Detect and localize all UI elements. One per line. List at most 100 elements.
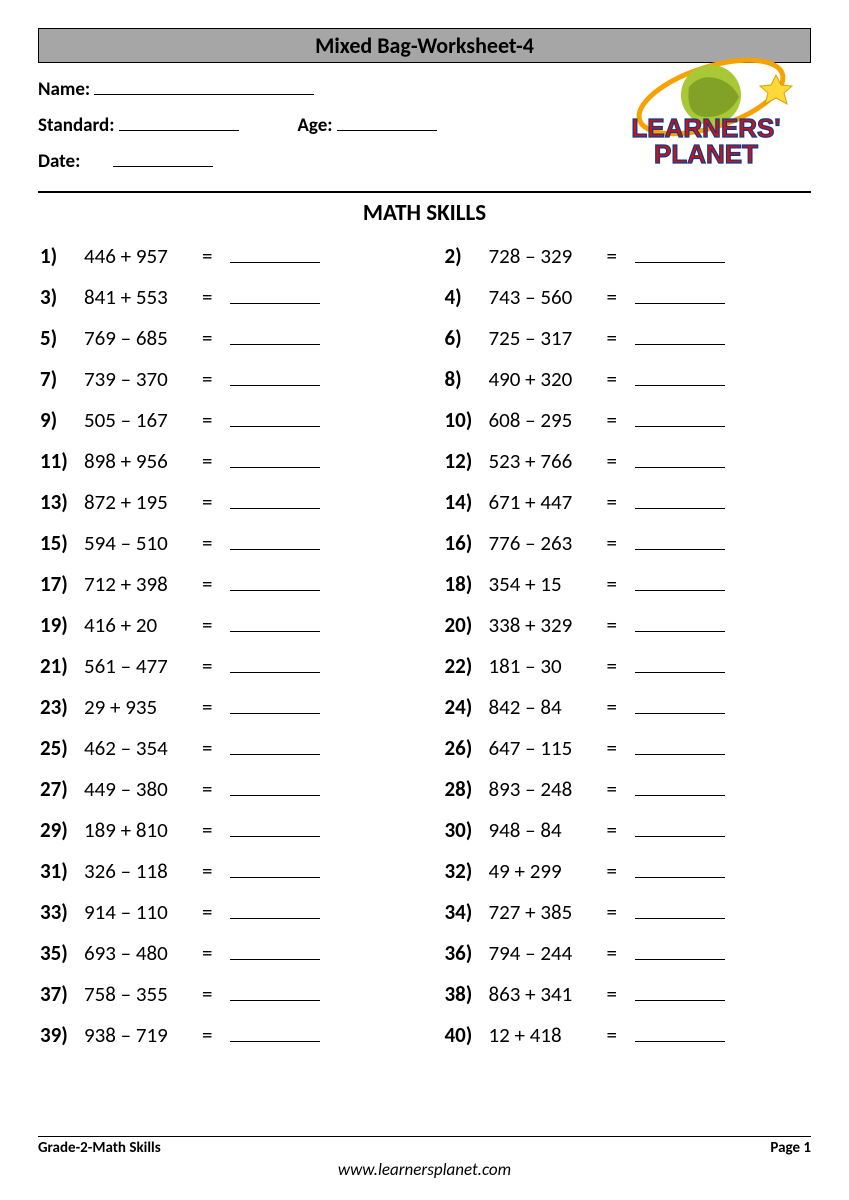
answer-blank[interactable] xyxy=(230,652,320,673)
answer-blank[interactable] xyxy=(635,693,725,714)
answer-blank[interactable] xyxy=(230,898,320,919)
problem-number: 27) xyxy=(40,776,84,802)
problem-number: 16) xyxy=(445,530,489,556)
answer-blank[interactable] xyxy=(230,1021,320,1042)
equals-sign: = xyxy=(202,366,230,392)
problem-number: 5) xyxy=(40,325,84,351)
problem-number: 19) xyxy=(40,612,84,638)
answer-blank[interactable] xyxy=(635,283,725,304)
problem-expression: 938 – 719 xyxy=(84,1022,202,1048)
answer-blank[interactable] xyxy=(635,1021,725,1042)
answer-blank[interactable] xyxy=(230,570,320,591)
equals-sign: = xyxy=(607,612,635,638)
problem-number: 3) xyxy=(40,284,84,310)
problem-number: 7) xyxy=(40,366,84,392)
answer-blank[interactable] xyxy=(230,816,320,837)
equals-sign: = xyxy=(607,407,635,433)
problem-expression: 561 – 477 xyxy=(84,653,202,679)
problem-row: 17)712 + 398= xyxy=(40,563,405,604)
problem-expression: 446 + 957 xyxy=(84,243,202,269)
problem-row: 10)608 – 295= xyxy=(445,399,810,440)
problem-expression: 490 + 320 xyxy=(489,366,607,392)
problem-expression: 523 + 766 xyxy=(489,448,607,474)
problem-number: 40) xyxy=(445,1022,489,1048)
answer-blank[interactable] xyxy=(635,857,725,878)
problem-row: 13)872 + 195= xyxy=(40,481,405,522)
answer-blank[interactable] xyxy=(230,283,320,304)
problem-expression: 594 – 510 xyxy=(84,530,202,556)
answer-blank[interactable] xyxy=(635,734,725,755)
equals-sign: = xyxy=(202,940,230,966)
problem-number: 38) xyxy=(445,981,489,1007)
equals-sign: = xyxy=(607,940,635,966)
answer-blank[interactable] xyxy=(230,365,320,386)
standard-blank[interactable] xyxy=(119,111,239,131)
answer-blank[interactable] xyxy=(635,406,725,427)
answer-blank[interactable] xyxy=(635,816,725,837)
answer-blank[interactable] xyxy=(230,406,320,427)
logo-text-bottom: PLANET xyxy=(654,139,758,169)
problem-number: 8) xyxy=(445,366,489,392)
answer-blank[interactable] xyxy=(635,980,725,1001)
problem-expression: 29 + 935 xyxy=(84,694,202,720)
problem-expression: 449 – 380 xyxy=(84,776,202,802)
equals-sign: = xyxy=(607,489,635,515)
problem-row: 18)354 + 15= xyxy=(445,563,810,604)
problem-row: 8)490 + 320= xyxy=(445,358,810,399)
answer-blank[interactable] xyxy=(230,734,320,755)
answer-blank[interactable] xyxy=(635,611,725,632)
problem-row: 23)29 + 935= xyxy=(40,686,405,727)
problem-number: 31) xyxy=(40,858,84,884)
answer-blank[interactable] xyxy=(230,980,320,1001)
name-blank[interactable] xyxy=(94,75,314,95)
problem-number: 34) xyxy=(445,899,489,925)
equals-sign: = xyxy=(202,325,230,351)
problem-expression: 872 + 195 xyxy=(84,489,202,515)
problem-row: 21)561 – 477= xyxy=(40,645,405,686)
problem-expression: 727 + 385 xyxy=(489,899,607,925)
answer-blank[interactable] xyxy=(635,570,725,591)
answer-blank[interactable] xyxy=(635,939,725,960)
answer-blank[interactable] xyxy=(635,242,725,263)
answer-blank[interactable] xyxy=(230,324,320,345)
answer-blank[interactable] xyxy=(635,775,725,796)
problem-number: 36) xyxy=(445,940,489,966)
equals-sign: = xyxy=(607,858,635,884)
answer-blank[interactable] xyxy=(230,529,320,550)
answer-blank[interactable] xyxy=(635,529,725,550)
answer-blank[interactable] xyxy=(635,488,725,509)
equals-sign: = xyxy=(202,448,230,474)
answer-blank[interactable] xyxy=(635,447,725,468)
answer-blank[interactable] xyxy=(635,898,725,919)
date-blank[interactable] xyxy=(113,147,213,167)
problem-row: 7)739 – 370= xyxy=(40,358,405,399)
equals-sign: = xyxy=(607,653,635,679)
age-blank[interactable] xyxy=(337,111,437,131)
problem-number: 18) xyxy=(445,571,489,597)
answer-blank[interactable] xyxy=(230,857,320,878)
problem-row: 19)416 + 20= xyxy=(40,604,405,645)
problem-row: 12)523 + 766= xyxy=(445,440,810,481)
equals-sign: = xyxy=(202,694,230,720)
problem-number: 24) xyxy=(445,694,489,720)
problem-row: 34)727 + 385= xyxy=(445,891,810,932)
problem-expression: 608 – 295 xyxy=(489,407,607,433)
equals-sign: = xyxy=(607,817,635,843)
answer-blank[interactable] xyxy=(230,611,320,632)
answer-blank[interactable] xyxy=(635,324,725,345)
answer-blank[interactable] xyxy=(230,939,320,960)
equals-sign: = xyxy=(607,284,635,310)
problem-number: 12) xyxy=(445,448,489,474)
problem-row: 39)938 – 719= xyxy=(40,1014,405,1055)
answer-blank[interactable] xyxy=(230,775,320,796)
answer-blank[interactable] xyxy=(230,693,320,714)
answer-blank[interactable] xyxy=(635,652,725,673)
answer-blank[interactable] xyxy=(230,488,320,509)
problem-row: 25)462 – 354= xyxy=(40,727,405,768)
answer-blank[interactable] xyxy=(635,365,725,386)
equals-sign: = xyxy=(202,899,230,925)
answer-blank[interactable] xyxy=(230,242,320,263)
problem-row: 36)794 – 244= xyxy=(445,932,810,973)
answer-blank[interactable] xyxy=(230,447,320,468)
problem-expression: 898 + 956 xyxy=(84,448,202,474)
